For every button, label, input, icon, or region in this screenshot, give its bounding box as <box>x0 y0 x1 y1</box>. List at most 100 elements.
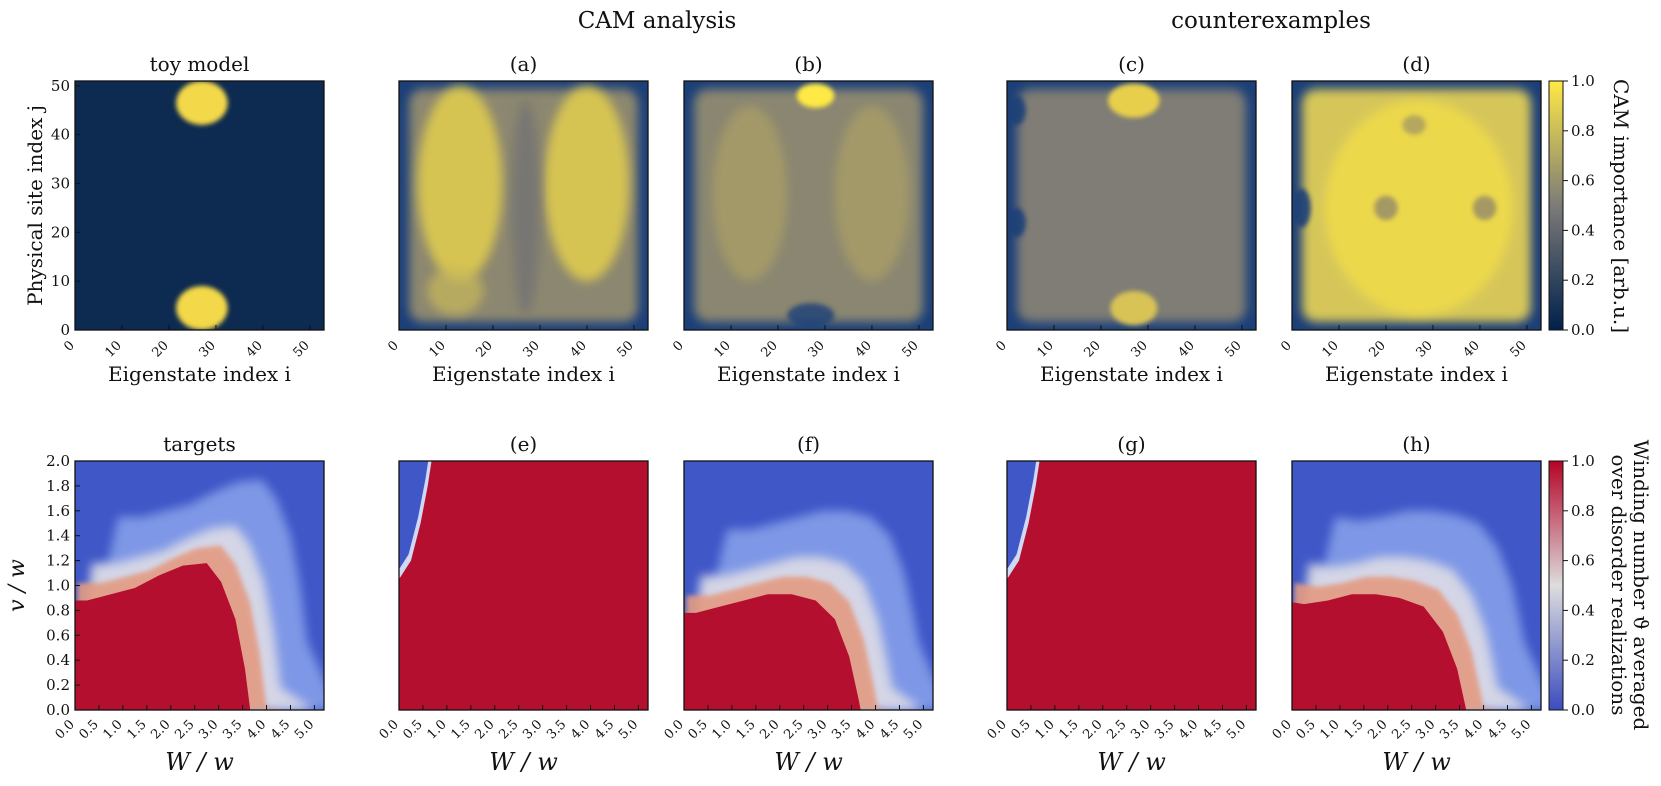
x-axis-label-e: W / w <box>489 748 558 776</box>
y-tick-label: 20 <box>51 223 70 241</box>
x-tick-label: 0.0 <box>53 717 78 742</box>
x-tick-label: 4.0 <box>853 717 878 742</box>
colorbar-tick-label: 0.4 <box>1571 601 1595 619</box>
x-tick-label: 20 <box>473 338 495 360</box>
x-tick-label: 50 <box>614 338 636 360</box>
x-tick-label: 30 <box>196 338 218 360</box>
y-tick-label: 1.8 <box>46 477 70 495</box>
colorbar-bottom-label-line2: over disorder realizations <box>1607 455 1631 716</box>
colorbar-tick-label: 0.6 <box>1571 552 1595 570</box>
panel-title-f: (f) <box>797 432 820 456</box>
x-tick-label: 10 <box>712 338 734 360</box>
x-axis-label-a: Eigenstate index i <box>432 362 615 386</box>
x-tick-label: 10 <box>427 338 449 360</box>
x-axis-label-toy: Eigenstate index i <box>108 362 291 386</box>
heatmap-b <box>684 81 933 330</box>
x-tick-label: 2.0 <box>1365 717 1390 742</box>
x-tick-label: 5.0 <box>292 717 317 742</box>
colorbar-tick-label: 0.4 <box>1571 221 1595 239</box>
x-axis-label-h: W / w <box>1382 748 1451 776</box>
x-tick-label: 3.5 <box>829 717 854 742</box>
colorbar-tick-label: 1.0 <box>1571 452 1595 470</box>
x-tick-label: 0.0 <box>985 717 1010 742</box>
x-tick-label: 4.0 <box>244 717 269 742</box>
y-tick-label: 0.6 <box>46 626 70 644</box>
y-tick-label: 50 <box>51 77 70 95</box>
x-tick-label: 1.5 <box>124 717 149 742</box>
colorbar-tick-label: 0.6 <box>1571 172 1595 190</box>
colorbar-bottom: 0.0 0.2 0.4 0.6 0.8 1.0 Winding number ϑ aver… <box>1548 440 1653 731</box>
x-tick-label: 20 <box>1366 338 1388 360</box>
panel-title-e: (e) <box>510 432 537 456</box>
x-tick-label: 4.0 <box>1461 717 1486 742</box>
x-tick-label: 20 <box>149 338 171 360</box>
x-axis-label-b: Eigenstate index i <box>717 362 900 386</box>
x-tick-label: 0.0 <box>662 717 687 742</box>
x-tick-label: 0 <box>385 338 401 354</box>
x-tick-label: 50 <box>899 338 921 360</box>
colorbar-top: 0.0 0.2 0.4 0.6 0.8 1.0 CAM importance [arb.u… <box>1548 72 1633 339</box>
x-tick-label: 40 <box>1175 338 1197 360</box>
x-tick-label: 2.0 <box>472 717 497 742</box>
colorbar-tick-label: 0.2 <box>1571 651 1595 669</box>
y-tick-label: 0.2 <box>46 676 70 694</box>
x-tick-label: 2.5 <box>172 717 197 742</box>
x-tick-label: 1.0 <box>1317 717 1342 742</box>
colorbar-tick-label: 0.2 <box>1571 271 1595 289</box>
x-tick-label: 0.5 <box>1009 717 1034 742</box>
topological-region-g <box>1007 461 1256 710</box>
x-tick-label: 0 <box>61 338 77 354</box>
x-axis-label-f: W / w <box>774 748 843 776</box>
x-tick-label: 1.0 <box>709 717 734 742</box>
colorbar-tick-label: 0.0 <box>1571 321 1595 339</box>
x-tick-label: 10 <box>1320 338 1342 360</box>
x-tick-label: 3.0 <box>1128 717 1153 742</box>
x-tick-label: 30 <box>520 338 542 360</box>
y-tick-label: 0.8 <box>46 601 70 619</box>
y-tick-label: 0.0 <box>46 701 70 719</box>
x-tick-label: 0.5 <box>77 717 102 742</box>
x-tick-label: 0.0 <box>1270 717 1295 742</box>
x-tick-label: 2.5 <box>1104 717 1129 742</box>
x-tick-label: 0.5 <box>1294 717 1319 742</box>
topological-region-h <box>1292 594 1467 710</box>
x-tick-label: 10 <box>103 338 125 360</box>
super-title-left: CAM analysis <box>578 8 737 34</box>
x-axis-label-c: Eigenstate index i <box>1040 362 1223 386</box>
x-tick-label: 30 <box>805 338 827 360</box>
x-tick-label: 40 <box>567 338 589 360</box>
x-tick-label: 1.5 <box>1056 717 1081 742</box>
topological-region-e <box>399 461 648 710</box>
x-tick-label: 3.5 <box>220 717 245 742</box>
x-tick-label: 4.5 <box>877 717 902 742</box>
x-tick-label: 2.5 <box>781 717 806 742</box>
heatmap-h <box>1292 461 1541 710</box>
y-tick-label: 0 <box>60 321 70 339</box>
colorbar-tick-label: 0.0 <box>1571 701 1595 719</box>
x-tick-label: 30 <box>1128 338 1150 360</box>
x-tick-label: 20 <box>758 338 780 360</box>
x-tick-label: 2.0 <box>757 717 782 742</box>
x-tick-label: 4.0 <box>1176 717 1201 742</box>
x-tick-label: 0.5 <box>686 717 711 742</box>
x-tick-label: 2.5 <box>496 717 521 742</box>
x-tick-label: 40 <box>1460 338 1482 360</box>
x-tick-label: 0 <box>1278 338 1294 354</box>
x-tick-label: 3.0 <box>196 717 221 742</box>
panel-title-h: (h) <box>1402 432 1431 456</box>
x-tick-label: 40 <box>852 338 874 360</box>
colorbar-bottom-label-line1: Winding number ϑ averaged <box>1629 440 1653 731</box>
x-tick-label: 2.0 <box>148 717 173 742</box>
x-tick-label: 4.5 <box>268 717 293 742</box>
x-axis-label-g: W / w <box>1097 748 1166 776</box>
x-tick-label: 1.0 <box>424 717 449 742</box>
panel-h: (h) 0.00.51.01.52.02.53.03.54.04.55.0 W / … <box>1270 432 1542 776</box>
x-tick-label: 20 <box>1081 338 1103 360</box>
y-tick-label: 2.0 <box>46 452 70 470</box>
panel-title-toy: toy model <box>150 52 250 76</box>
